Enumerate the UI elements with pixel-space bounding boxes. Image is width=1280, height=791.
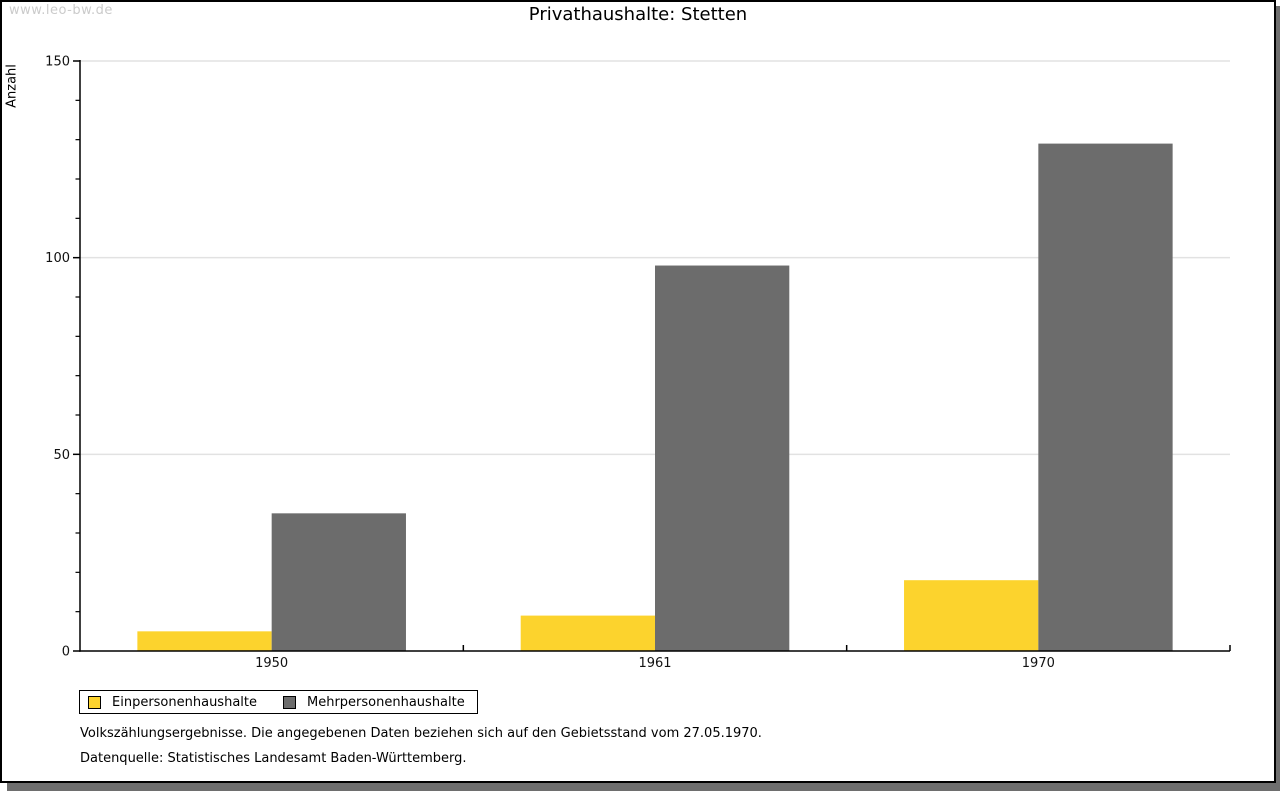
bar-1950-mehrpersonen [271,513,406,651]
footnote-datenquelle: Datenquelle: Statistisches Landesamt Bad… [80,751,467,766]
bar-1950-einpersonen [137,631,272,651]
y-tick-label-150: 150 [45,55,70,70]
footnote-gebietsstand: Volkszählungsergebnisse. Die angegebenen… [80,726,762,741]
x-label-1970: 1970 [1022,656,1055,671]
legend-swatch-mehrpersonenhaushalte-icon [283,695,296,709]
legend-swatch-einpersonenhaushalte-icon [88,695,101,709]
y-tick-label-100: 100 [45,251,70,266]
legend-label-mehrpersonenhaushalte: Mehrpersonenhaushalte [307,694,465,710]
bar-1961-einpersonen [520,615,655,651]
chart-title: Privathaushalte: Stetten [528,4,748,25]
y-tick-label-0: 0 [62,645,70,660]
legend-label-einpersonenhaushalte: Einpersonenhaushalte [112,694,257,710]
x-label-1950: 1950 [255,656,288,671]
legend-item-mehrpersonenhaushalte: Mehrpersonenhaushalte [283,695,465,710]
chart-legend: Einpersonenhaushalte Mehrpersonenhaushal… [79,690,478,714]
bar-1961-mehrpersonen [655,265,790,651]
bar-1970-einpersonen [904,580,1039,651]
y-tick-label-50: 50 [53,448,70,463]
bar-1970-mehrpersonen [1038,143,1173,651]
watermark: www.leo-bw.de [9,3,113,18]
x-label-1961: 1961 [638,656,671,671]
legend-item-einpersonenhaushalte: Einpersonenhaushalte [88,695,257,710]
